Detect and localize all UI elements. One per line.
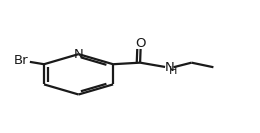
Text: Br: Br xyxy=(14,54,28,67)
Text: O: O xyxy=(135,37,146,50)
Text: N: N xyxy=(74,48,83,61)
Text: H: H xyxy=(168,66,177,76)
Text: N: N xyxy=(165,61,174,74)
